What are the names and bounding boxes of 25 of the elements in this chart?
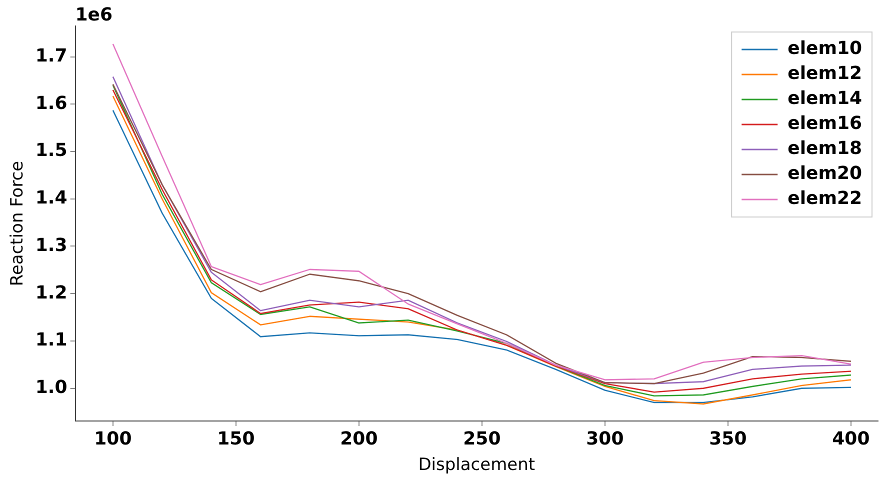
x-tick-label: 300 (586, 428, 624, 450)
y-tick-label: 1.5 (35, 140, 68, 162)
x-axis-title: Displacement (418, 455, 536, 476)
text: 1e6 (75, 4, 113, 26)
legend-label: elem12 (788, 63, 862, 84)
legend-label: elem22 (788, 188, 862, 210)
y-axis-title: Reaction Force (8, 160, 28, 286)
x-tick-label: 350 (709, 428, 747, 450)
legend-label: elem20 (788, 163, 862, 184)
y-tick-label: 1.0 (35, 376, 68, 398)
legend-label: elem14 (788, 88, 862, 110)
y-tick-label: 1.4 (35, 188, 68, 209)
x-tick-label: 150 (217, 428, 255, 450)
y-tick-label: 1.6 (35, 92, 68, 114)
y-tick-label: 1.1 (35, 330, 68, 351)
legend-label: elem16 (788, 113, 862, 134)
x-tick-label: 400 (832, 428, 870, 450)
x-tick-label: 250 (463, 428, 501, 450)
legend-label: elem18 (788, 138, 862, 160)
x-tick-label: 200 (340, 428, 378, 450)
y-tick-label: 1.7 (35, 45, 68, 66)
y-tick-label: 1.3 (35, 234, 68, 256)
y-tick-label: 1.2 (35, 282, 68, 304)
x-tick-label: 100 (94, 428, 132, 450)
legend-label: elem10 (788, 38, 862, 60)
